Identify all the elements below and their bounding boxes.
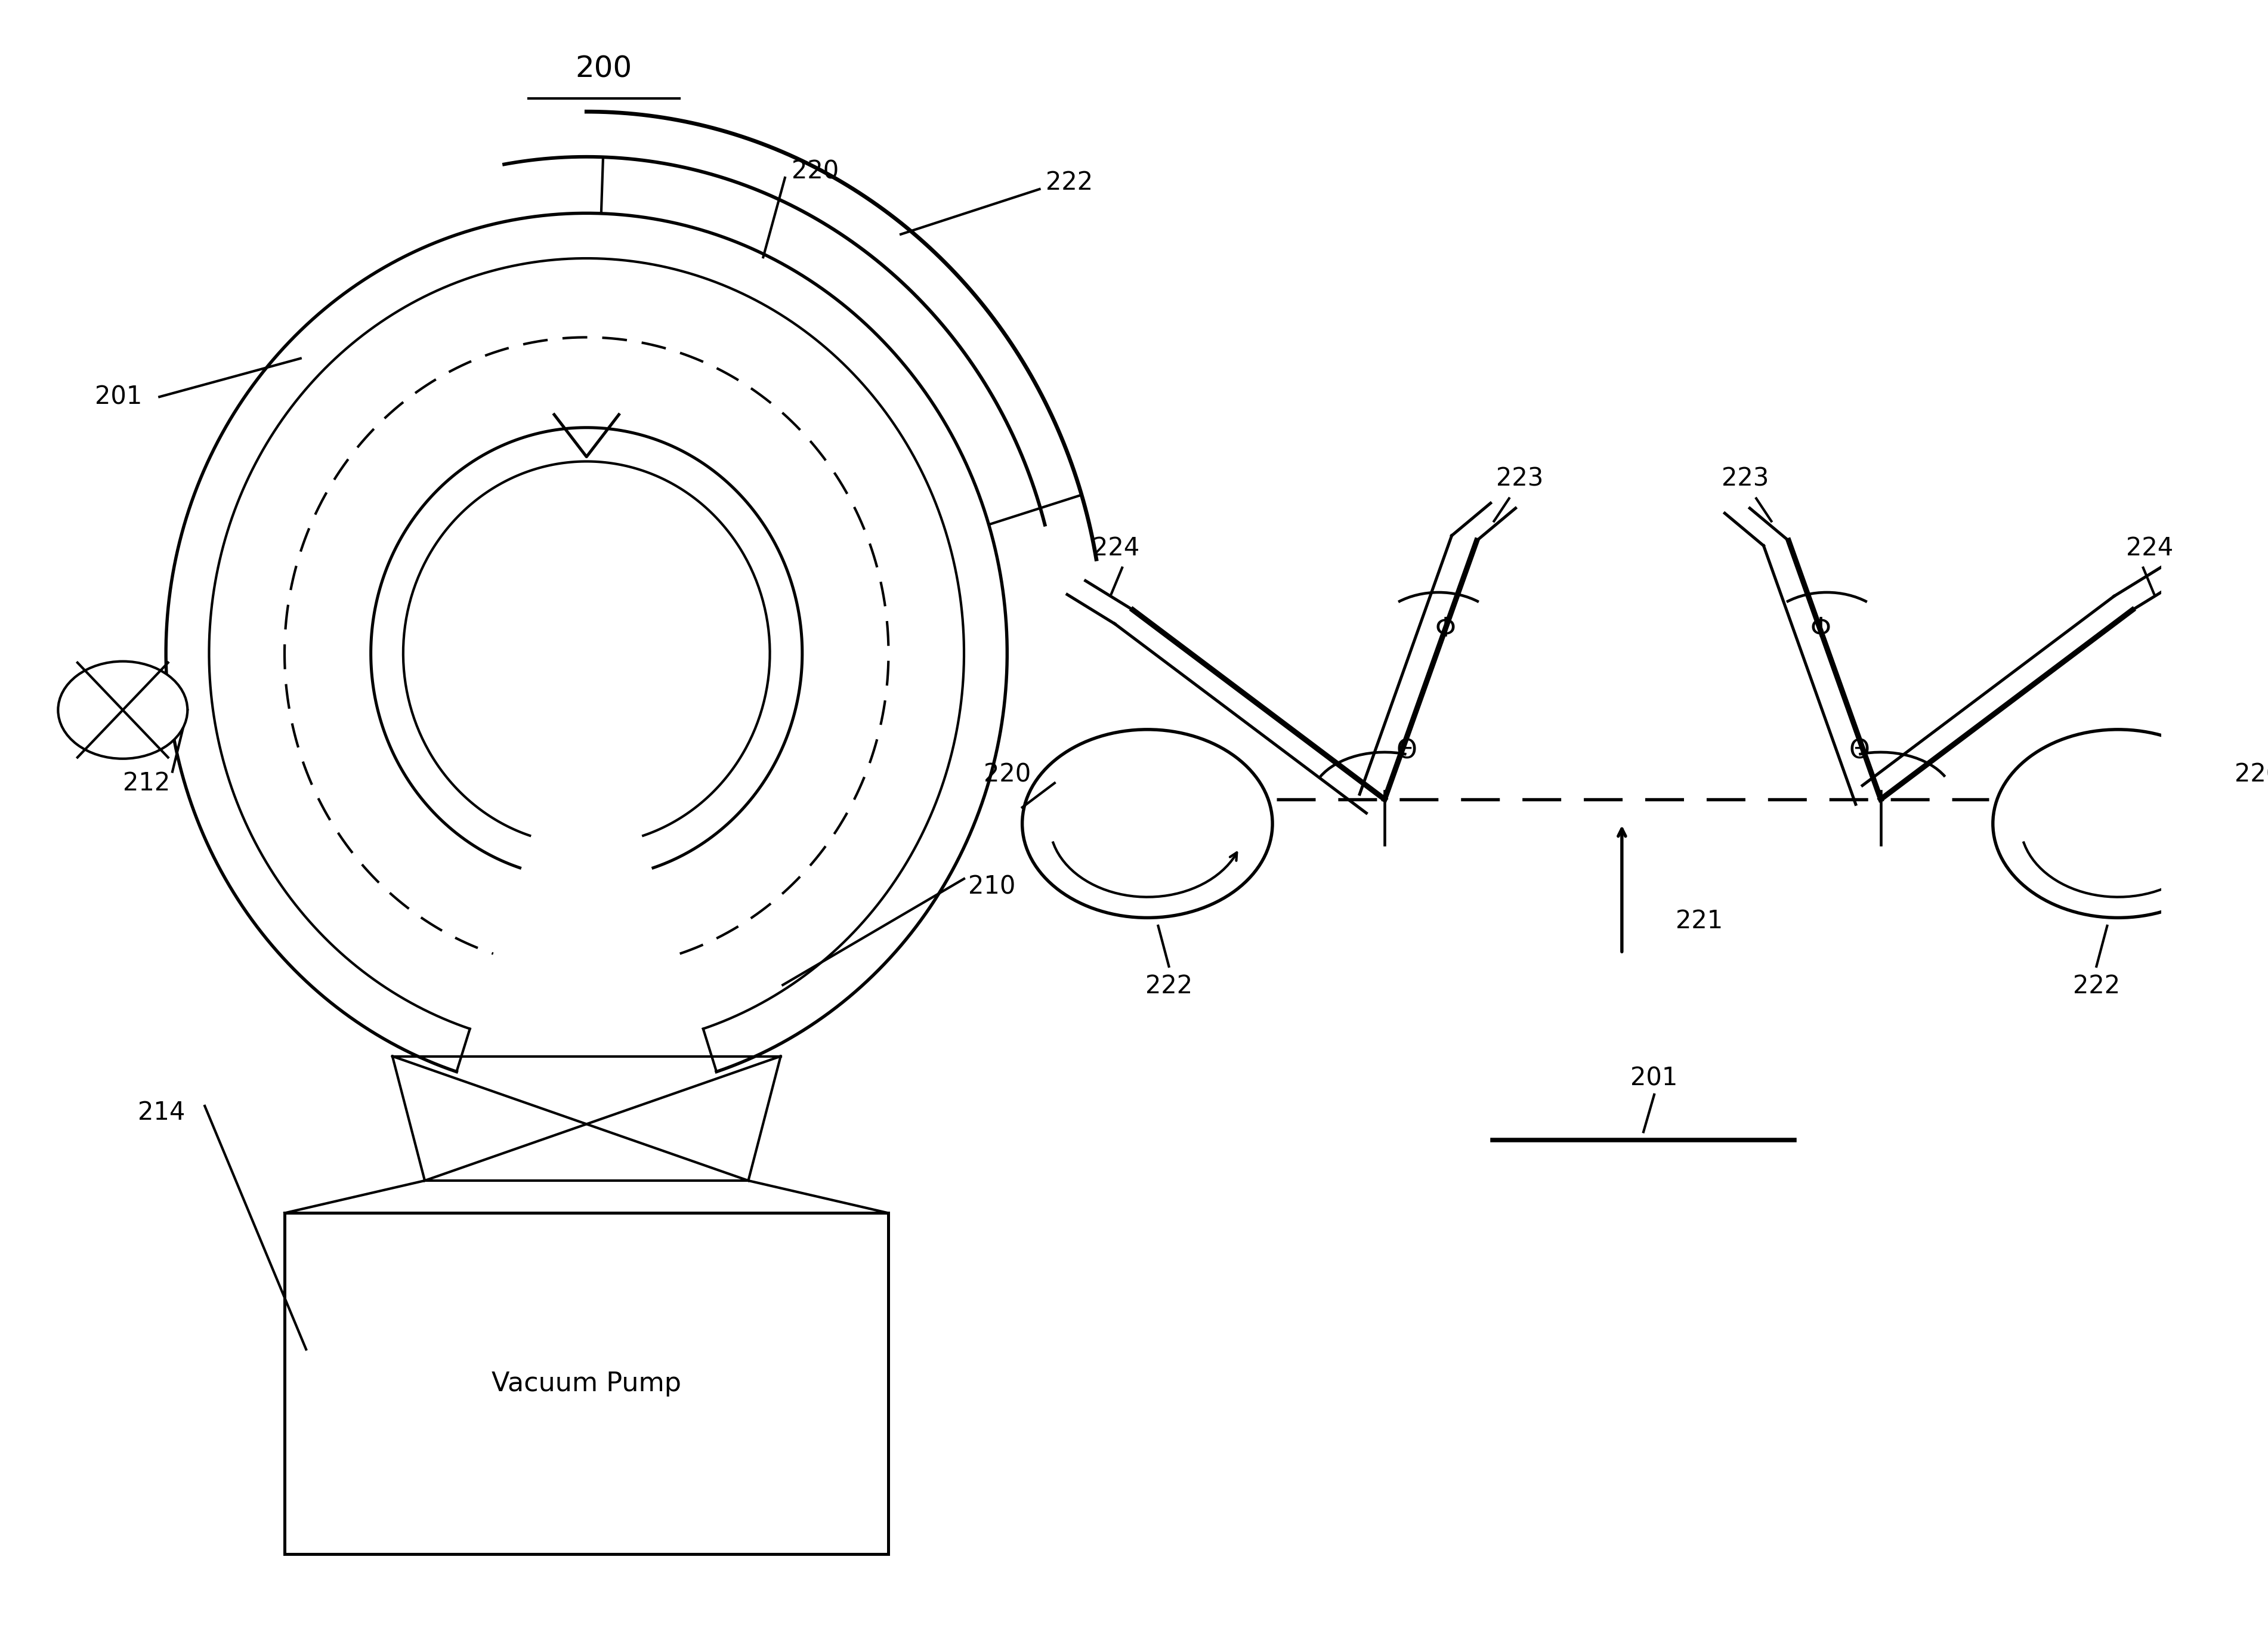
Text: 212: 212 [122,770,170,796]
Text: 210: 210 [968,874,1016,899]
Text: $\Theta$: $\Theta$ [1848,737,1869,763]
Text: 220: 220 [2234,762,2268,788]
Circle shape [1994,729,2243,918]
Text: 222: 222 [1145,974,1193,998]
Text: 224: 224 [2125,535,2173,561]
Bar [284,1213,889,1554]
Text: 223: 223 [1721,466,1769,491]
Text: 220: 220 [792,158,839,184]
Text: 222: 222 [1046,170,1093,196]
Text: 214: 214 [138,1099,186,1125]
Circle shape [59,661,188,758]
Text: 201: 201 [1631,1065,1678,1091]
Text: 224: 224 [1093,535,1139,561]
Text: 223: 223 [1497,466,1545,491]
Text: Vacuum Pump: Vacuum Pump [492,1370,680,1396]
Text: 200: 200 [576,55,633,83]
Text: $\Phi$: $\Phi$ [1436,617,1456,641]
Text: $\Theta$: $\Theta$ [1395,737,1417,763]
Circle shape [1023,729,1272,918]
Text: $\Phi$: $\Phi$ [1810,617,1830,641]
Text: 220: 220 [984,762,1030,788]
Text: 201: 201 [95,385,143,409]
Text: 221: 221 [1676,908,1724,933]
Text: 222: 222 [2073,974,2121,998]
